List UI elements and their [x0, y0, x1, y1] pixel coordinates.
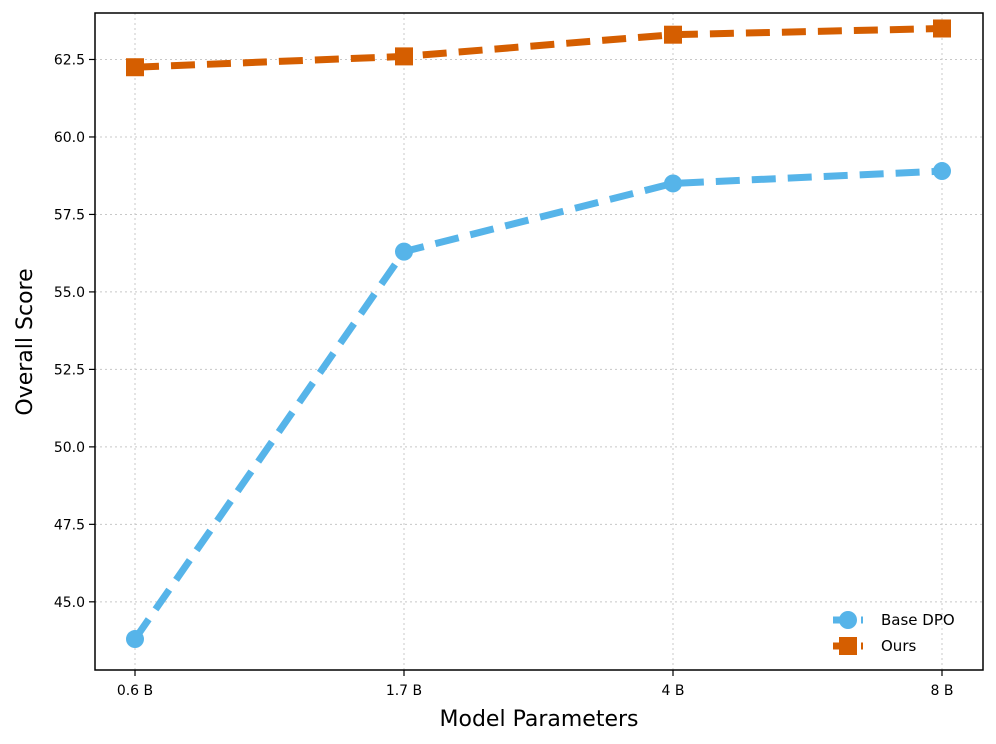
x-axis-title: Model Parameters: [440, 707, 639, 732]
y-tick-label: 45.0: [54, 595, 85, 611]
series-line: [132, 167, 943, 641]
y-tick-label: 57.5: [54, 207, 85, 223]
legend-item: Ours: [833, 637, 916, 655]
plot-frame: [94, 12, 984, 671]
data-point: [395, 47, 413, 66]
legend-marker: [839, 611, 857, 629]
x-tick-label: 0.6 B: [117, 683, 153, 699]
legend-label: Base DPO: [881, 611, 955, 629]
y-tick-label: 60.0: [54, 130, 85, 146]
x-axis: 0.6 B 1.7 B 4 B 8 B: [117, 670, 954, 699]
data-point: [126, 630, 144, 649]
series-base-dpo: [126, 162, 951, 649]
legend-marker: [839, 637, 857, 655]
y-tick-label: 55.0: [54, 285, 85, 301]
series-ours: [126, 19, 951, 77]
grid: [95, 13, 983, 670]
series-layer: [126, 19, 951, 649]
y-tick-label: 62.5: [54, 52, 85, 68]
series-line: [134, 25, 943, 71]
data-point: [664, 174, 682, 193]
legend: Base DPO Ours: [833, 611, 955, 655]
data-point: [933, 19, 951, 38]
y-axis: 45.0 47.5 50.0 52.5 55.0 57.5 60.0 62.5: [54, 52, 95, 611]
y-axis-title: Overall Score: [13, 268, 38, 415]
legend-item: Base DPO: [833, 611, 955, 629]
y-tick-label: 52.5: [54, 362, 85, 378]
x-tick-label: 8 B: [931, 683, 954, 699]
legend-label: Ours: [881, 637, 916, 655]
data-point: [395, 242, 413, 261]
data-point: [933, 162, 951, 181]
data-point: [664, 25, 682, 44]
y-tick-label: 47.5: [54, 517, 85, 533]
y-tick-label: 50.0: [54, 440, 85, 456]
data-point: [126, 58, 144, 77]
x-tick-label: 1.7 B: [386, 683, 422, 699]
x-tick-label: 4 B: [662, 683, 685, 699]
